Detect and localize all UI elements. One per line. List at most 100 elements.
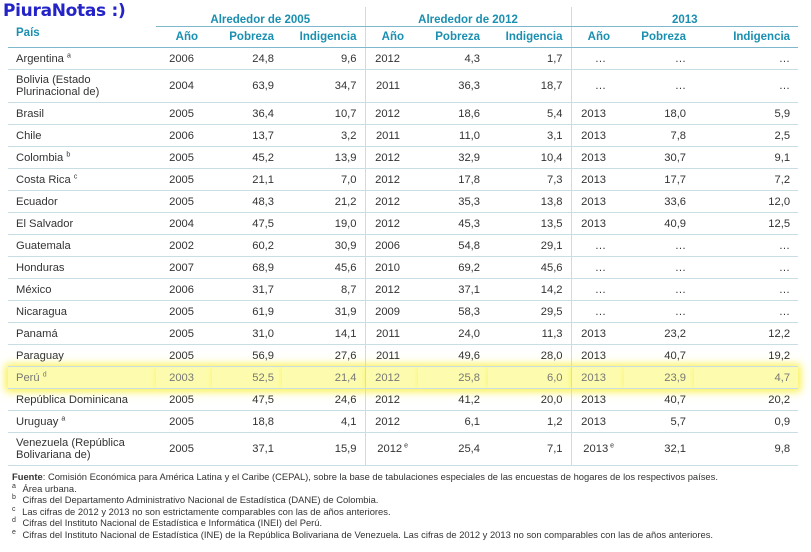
poverty-cell: 5,7 <box>624 410 695 433</box>
indigence-cell: 4,7 <box>694 366 799 389</box>
year-cell: 2013 <box>570 212 625 235</box>
country-cell: Uruguay a <box>8 410 156 433</box>
poverty-cell: 31,7 <box>212 278 282 301</box>
poverty-cell: 30,7 <box>624 146 695 169</box>
year-cell: 2012 <box>364 47 418 70</box>
indigence-cell: 34,7 <box>282 69 365 103</box>
indigence-cell: 27,6 <box>282 344 365 367</box>
country-name: Brasil <box>16 107 44 120</box>
poverty-cell: 52,5 <box>212 366 282 389</box>
year-cell: 2013 <box>570 322 625 345</box>
footnote-mark: c <box>12 505 16 513</box>
poverty-cell: 41,2 <box>418 388 488 411</box>
poverty-cell: 11,0 <box>418 124 488 147</box>
indigence-cell: 19,0 <box>282 212 365 235</box>
column-header-year: Año <box>570 26 625 48</box>
indigence-cell: … <box>694 234 799 257</box>
poverty-cell: 18,0 <box>624 102 695 125</box>
country-name: República Dominicana <box>16 393 128 406</box>
year-cell: … <box>570 256 625 279</box>
indigence-cell: 0,9 <box>694 410 799 433</box>
table-row: Colombia b 2005 45,2 13,9 2012 32,9 10,4 2013 30… <box>8 146 799 169</box>
poverty-cell: 36,3 <box>418 69 488 103</box>
indigence-cell: … <box>694 256 799 279</box>
poverty-cell: … <box>624 256 695 279</box>
country-cell: Chile <box>8 124 156 147</box>
poverty-cell: … <box>624 300 695 323</box>
country-name: Paraguay <box>16 349 64 362</box>
indigence-cell: 45,6 <box>488 256 572 279</box>
footnote-text: Cifras del Instituto Nacional de Estadís… <box>22 528 714 540</box>
poverty-cell: 63,9 <box>212 69 282 103</box>
country-cell: Costa Rica c <box>8 168 156 191</box>
footnote-mark: a <box>61 414 66 422</box>
poverty-cell: 7,8 <box>624 124 695 147</box>
table-row: Nicaragua 2005 61,9 31,9 2009 58,3 29,5……… <box>8 300 799 323</box>
indigence-cell: 13,5 <box>488 212 572 235</box>
year-cell: 2013 <box>570 124 625 147</box>
country-cell: Honduras <box>8 256 156 279</box>
country-name: Colombia <box>16 151 64 164</box>
year-value: 2013 <box>583 443 609 455</box>
country-cell: República Dominicana <box>8 388 156 411</box>
year-cell: … <box>570 234 625 257</box>
indigence-cell: 2,5 <box>694 124 799 147</box>
country-cell: México <box>8 278 156 301</box>
year-cell: … <box>570 278 625 301</box>
indigence-cell: 1,2 <box>488 410 572 433</box>
poverty-cell: 40,9 <box>624 212 695 235</box>
country-name: El Salvador <box>16 217 74 230</box>
year-cell: 2012 <box>364 278 418 301</box>
poverty-cell: 23,9 <box>624 366 695 389</box>
indigence-cell: 24,6 <box>282 388 365 411</box>
year-cell: 2013 <box>570 102 625 125</box>
table-row: Uruguay a 2005 18,8 4,1 2012 6,1 1,2 2013 5,7 0,9 <box>8 410 799 433</box>
poverty-cell: 35,3 <box>418 190 488 213</box>
footnote-mark: e <box>402 442 408 450</box>
table-row: Guatemala 2002 60,2 30,9 2006 54,8 29,1……… <box>8 234 799 257</box>
table-row: Honduras 2007 68,9 45,6 2010 69,2 45,6……… <box>8 256 799 279</box>
country-cell: El Salvador <box>8 212 156 235</box>
table-row: Costa Rica c 2005 21,1 7,0 2012 17,8 7,3 2013 17… <box>8 168 799 191</box>
indigence-cell: 28,0 <box>488 344 572 367</box>
table-row: Panamá 2005 31,0 14,1 2011 24,0 11,3 2013 23,2 12… <box>8 322 799 345</box>
indigence-cell: 15,9 <box>282 432 365 466</box>
year-value: 2012 <box>377 443 403 455</box>
year-cell: 2005 <box>156 190 212 213</box>
year-cell: 2006 <box>156 278 212 301</box>
source-note: Fuente: Comisión Económica para América … <box>12 471 802 483</box>
year-cell: 2013 <box>570 146 625 169</box>
poverty-cell: 4,3 <box>418 47 488 70</box>
year-cell: 2011 <box>364 322 418 345</box>
indigence-cell: 20,2 <box>694 388 799 411</box>
year-cell: 2004 <box>156 69 212 103</box>
indigence-cell: 5,9 <box>694 102 799 125</box>
country-name: Argentina <box>16 52 64 65</box>
indigence-cell: 10,4 <box>488 146 572 169</box>
footnote-mark: d <box>12 517 16 525</box>
footnote-mark: e <box>12 528 16 536</box>
country-name: Costa Rica <box>16 173 71 186</box>
poverty-cell: 24,0 <box>418 322 488 345</box>
poverty-cell: 32,1 <box>624 432 695 466</box>
indigence-cell: 3,1 <box>488 124 572 147</box>
year-cell: 2005 <box>156 168 212 191</box>
country-cell: Bolivia (Estado Plurinacional de) <box>8 69 156 103</box>
indigence-cell: 29,1 <box>488 234 572 257</box>
column-header-year: Año <box>364 26 418 48</box>
indigence-cell: 30,9 <box>282 234 365 257</box>
group-header-2005: Alrededor de 2005 <box>156 7 365 27</box>
table-row: Brasil 2005 36,4 10,7 2012 18,6 5,4 2013 18,0 5,9 <box>8 102 799 125</box>
poverty-cell: 13,7 <box>212 124 282 147</box>
year-cell: 2012 <box>364 168 418 191</box>
column-header-year: Año <box>156 26 212 48</box>
footnote-text: Cifras del Instituto Nacional de Estadís… <box>22 517 323 529</box>
group-header-2013: 2013 <box>570 7 799 27</box>
year-cell: 2012 <box>364 366 418 389</box>
footnote-mark: a <box>12 482 16 490</box>
indigence-cell: 9,8 <box>694 432 799 466</box>
indigence-cell: … <box>694 278 799 301</box>
source-text: : Comisión Económica para América Latina… <box>42 471 718 482</box>
indigence-cell: 12,5 <box>694 212 799 235</box>
poverty-cell: 40,7 <box>624 344 695 367</box>
